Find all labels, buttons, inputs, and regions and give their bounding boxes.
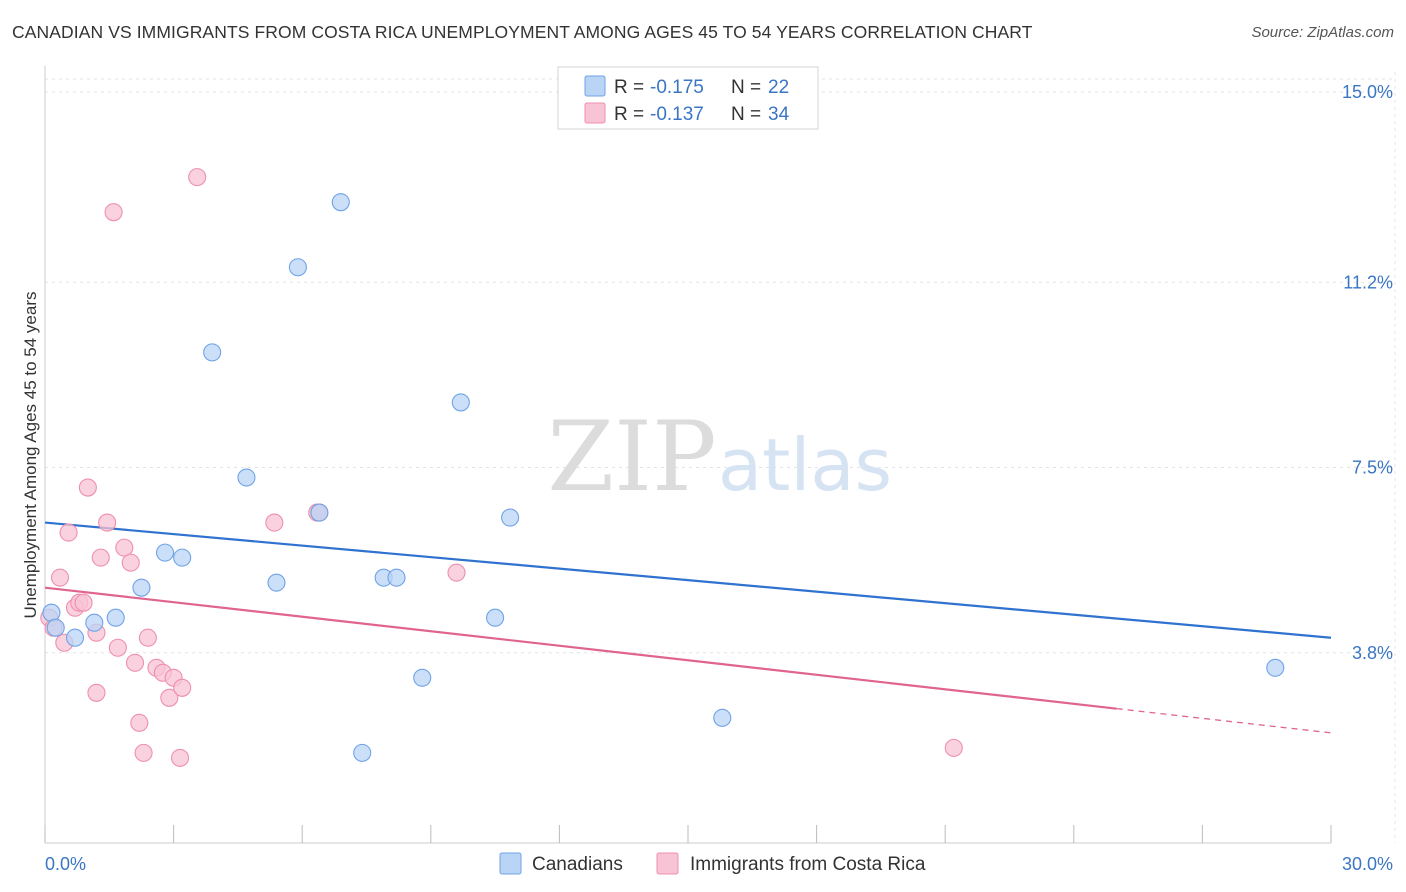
point-canadians bbox=[353, 743, 372, 762]
point-costa-rica bbox=[121, 553, 140, 572]
legend-label-costa-rica: Immigrants from Costa Rica bbox=[690, 854, 926, 875]
legend-swatch-canadians bbox=[584, 75, 606, 97]
point-canadians bbox=[267, 573, 286, 592]
legend-series: Canadians Immigrants from Costa Rica bbox=[499, 852, 926, 875]
y-axis-label: Unemployment Among Ages 45 to 54 years bbox=[21, 292, 40, 619]
point-costa-rica bbox=[125, 653, 145, 672]
legend-n-label: N = bbox=[731, 77, 761, 98]
legend-swatch-costa-rica bbox=[584, 102, 606, 124]
point-costa-rica bbox=[74, 593, 93, 612]
trend-line-canadians bbox=[44, 521, 1332, 639]
legend-r-label: R = bbox=[614, 104, 644, 125]
scatter-points bbox=[40, 168, 1285, 767]
y-tick-labels: 3.8% 7.5% 11.2% 15.0% bbox=[1342, 82, 1393, 663]
point-costa-rica bbox=[91, 548, 110, 567]
point-canadians bbox=[1266, 658, 1285, 677]
legend-n-value: 34 bbox=[768, 104, 790, 125]
point-costa-rica bbox=[173, 678, 192, 697]
point-costa-rica bbox=[265, 513, 284, 532]
legend-r-label: R = bbox=[614, 77, 644, 98]
point-costa-rica bbox=[108, 638, 127, 657]
y-tick-label: 3.8% bbox=[1352, 643, 1393, 663]
trend-lines bbox=[44, 521, 1332, 734]
point-canadians bbox=[501, 508, 520, 527]
point-canadians bbox=[237, 468, 256, 487]
point-canadians bbox=[173, 548, 192, 567]
trend-line-extension bbox=[1116, 708, 1332, 734]
x-tick-label: 0.0% bbox=[45, 854, 86, 874]
x-tick-label: 30.0% bbox=[1342, 854, 1393, 874]
point-costa-rica bbox=[170, 748, 190, 767]
trend-line-costa-rica bbox=[44, 586, 1117, 710]
legend-swatch-canadians bbox=[499, 852, 522, 875]
legend-swatch-costa-rica bbox=[656, 852, 679, 875]
point-canadians bbox=[451, 393, 470, 412]
point-costa-rica bbox=[87, 683, 106, 702]
point-canadians bbox=[46, 618, 65, 637]
point-canadians bbox=[203, 343, 222, 362]
y-tick-label: 11.2% bbox=[1343, 272, 1393, 292]
point-canadians bbox=[132, 578, 151, 597]
legend-label-canadians: Canadians bbox=[532, 854, 623, 875]
chart-title: CANADIAN VS IMMIGRANTS FROM COSTA RICA U… bbox=[12, 22, 1033, 42]
axes bbox=[44, 66, 1332, 844]
point-costa-rica bbox=[130, 713, 149, 732]
y-tick-label: 15.0% bbox=[1342, 82, 1393, 102]
point-canadians bbox=[486, 608, 505, 627]
point-canadians bbox=[65, 628, 85, 647]
point-costa-rica bbox=[98, 513, 117, 532]
point-costa-rica bbox=[188, 168, 207, 187]
point-canadians bbox=[310, 503, 329, 522]
point-costa-rica bbox=[134, 743, 153, 762]
point-canadians bbox=[42, 603, 61, 622]
legend-r-value: -0.137 bbox=[650, 104, 704, 125]
legend-n-label: N = bbox=[731, 104, 761, 125]
point-costa-rica bbox=[944, 738, 963, 757]
point-canadians bbox=[85, 613, 104, 632]
point-costa-rica bbox=[447, 563, 466, 582]
point-costa-rica bbox=[59, 523, 78, 542]
point-costa-rica bbox=[50, 568, 70, 587]
point-canadians bbox=[331, 193, 350, 212]
source-credit: Source: ZipAtlas.com bbox=[1251, 24, 1394, 41]
legend-n-value: 22 bbox=[768, 77, 789, 98]
point-canadians bbox=[713, 708, 732, 727]
point-canadians bbox=[413, 668, 432, 687]
y-tick-label: 7.5% bbox=[1352, 458, 1393, 478]
point-costa-rica bbox=[138, 628, 157, 647]
point-costa-rica bbox=[104, 203, 123, 222]
legend-stats: R = -0.175 N = 22 R = -0.137 N = 34 bbox=[557, 66, 819, 130]
point-costa-rica bbox=[115, 538, 134, 557]
legend-r-value: -0.175 bbox=[650, 77, 704, 98]
point-canadians bbox=[387, 568, 406, 587]
watermark-atlas: atlas bbox=[718, 423, 892, 507]
point-costa-rica bbox=[160, 688, 179, 707]
point-costa-rica bbox=[78, 478, 97, 497]
point-canadians bbox=[106, 608, 125, 627]
point-canadians bbox=[155, 543, 175, 562]
point-canadians bbox=[288, 258, 307, 277]
watermark: ZIP atlas bbox=[547, 401, 892, 513]
watermark-zip: ZIP bbox=[547, 401, 716, 513]
x-tick-labels: 0.0% 30.0% bbox=[45, 854, 1393, 874]
